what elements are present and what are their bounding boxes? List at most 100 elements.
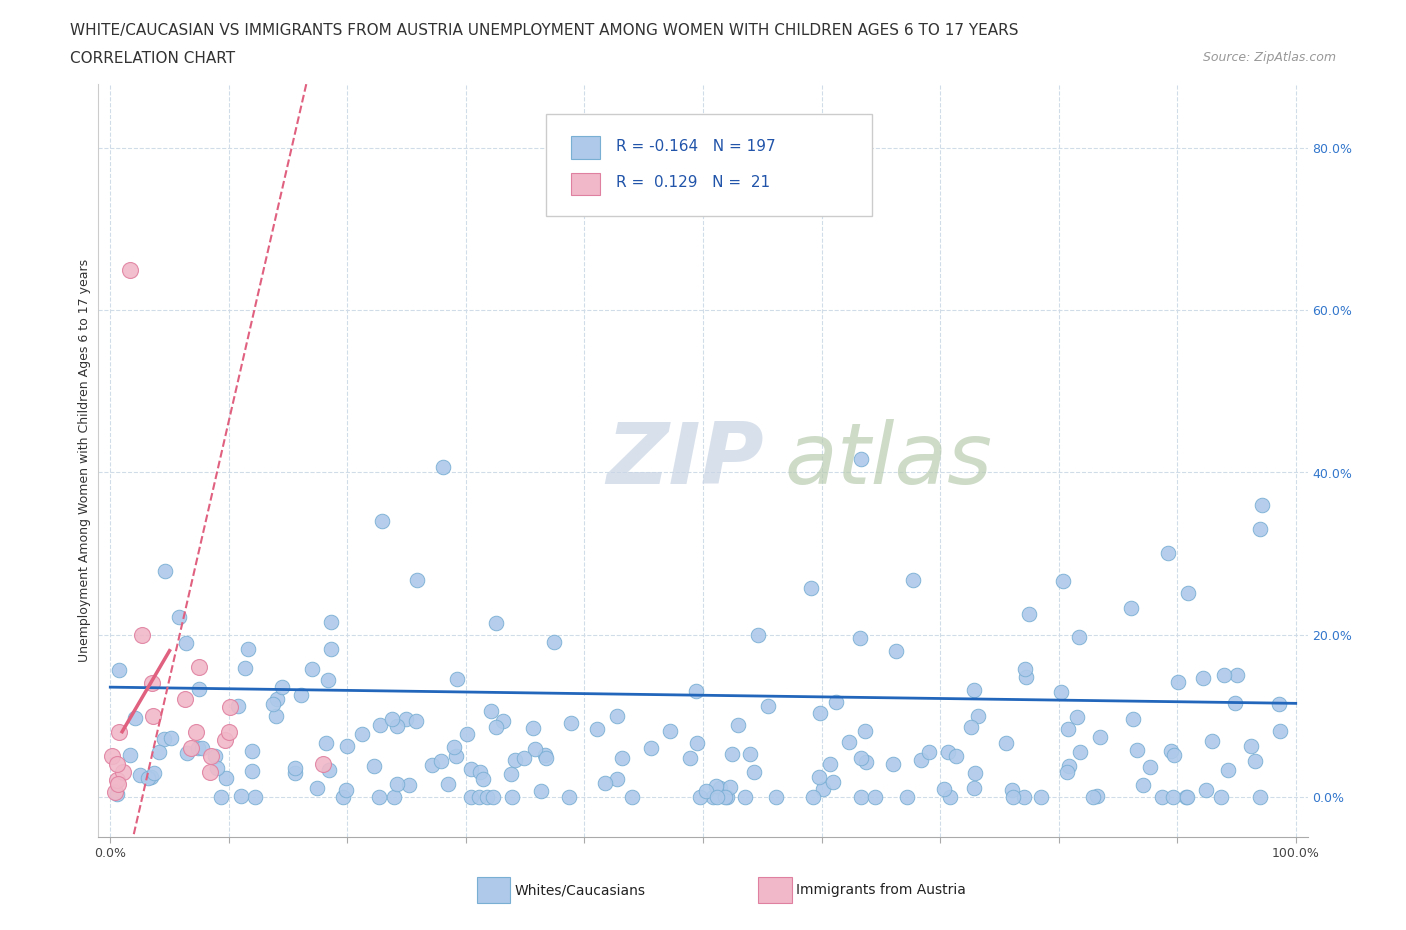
Point	[1081, 789, 1104, 804]
Point	[446, 671, 468, 686]
Point	[811, 781, 834, 796]
Point	[406, 573, 429, 588]
Point	[727, 717, 749, 732]
Point	[336, 739, 359, 754]
Point	[131, 627, 153, 642]
Point	[1160, 744, 1182, 759]
Point	[136, 771, 159, 786]
Point	[499, 767, 522, 782]
Point	[460, 762, 482, 777]
Point	[738, 747, 761, 762]
Point	[765, 789, 787, 804]
Text: atlas: atlas	[785, 418, 993, 502]
Point	[855, 755, 877, 770]
Point	[695, 784, 717, 799]
Point	[1057, 759, 1080, 774]
Point	[1014, 661, 1036, 676]
Point	[107, 663, 129, 678]
Point	[139, 769, 162, 784]
Point	[1161, 789, 1184, 804]
Point	[1175, 789, 1198, 804]
Point	[432, 459, 454, 474]
Point	[659, 724, 682, 738]
Point	[709, 781, 731, 796]
Point	[243, 789, 266, 804]
Point	[460, 789, 482, 804]
Point	[108, 724, 131, 739]
Text: Immigrants from Austria: Immigrants from Austria	[796, 883, 966, 897]
Point	[1251, 498, 1274, 512]
Point	[174, 692, 197, 707]
Point	[800, 580, 823, 595]
Point	[264, 708, 287, 723]
Point	[1029, 789, 1052, 804]
Point	[1216, 763, 1239, 777]
Point	[702, 789, 724, 804]
Point	[200, 749, 222, 764]
Point	[1226, 668, 1249, 683]
Point	[444, 749, 467, 764]
Point	[960, 720, 983, 735]
Point	[758, 698, 780, 713]
Point	[284, 761, 307, 776]
Point	[468, 789, 491, 804]
Point	[107, 757, 129, 772]
Point	[513, 751, 536, 765]
Point	[1201, 734, 1223, 749]
FancyBboxPatch shape	[571, 137, 600, 159]
Point	[1126, 742, 1149, 757]
Point	[301, 661, 323, 676]
FancyBboxPatch shape	[571, 173, 600, 195]
Point	[236, 642, 259, 657]
Point	[187, 740, 209, 755]
Point	[560, 716, 582, 731]
Point	[305, 780, 328, 795]
Point	[685, 684, 707, 698]
Point	[621, 789, 644, 804]
Point	[214, 732, 236, 747]
Text: R =  0.129   N =  21: R = 0.129 N = 21	[616, 175, 770, 190]
Point	[808, 706, 831, 721]
Point	[284, 765, 307, 780]
Point	[1195, 783, 1218, 798]
Point	[1085, 789, 1108, 804]
Point	[105, 787, 128, 802]
Point	[585, 722, 607, 737]
Point	[240, 764, 263, 778]
Point	[485, 719, 508, 734]
Point	[679, 751, 702, 765]
Point	[640, 740, 662, 755]
Point	[1167, 674, 1189, 689]
Point	[316, 672, 339, 687]
Point	[965, 765, 987, 780]
Point	[387, 718, 409, 733]
Point	[240, 743, 263, 758]
Point	[849, 451, 872, 466]
Point	[849, 631, 872, 645]
Point	[485, 616, 508, 631]
Point	[429, 753, 451, 768]
Point	[105, 773, 128, 788]
Point	[218, 724, 240, 739]
Point	[124, 711, 146, 725]
Point	[536, 751, 558, 765]
Point	[1119, 601, 1142, 616]
Point	[184, 724, 207, 739]
Point	[706, 789, 728, 804]
Point	[530, 783, 553, 798]
Point	[896, 789, 918, 804]
Point	[332, 789, 354, 804]
Y-axis label: Unemployment Among Women with Children Ages 6 to 17 years: Unemployment Among Women with Children A…	[79, 259, 91, 662]
Point	[1012, 789, 1035, 804]
Point	[1157, 546, 1180, 561]
Point	[962, 780, 984, 795]
Point	[1175, 789, 1198, 804]
Text: Whites/Caucasians: Whites/Caucasians	[515, 883, 645, 897]
Point	[188, 659, 211, 674]
Point	[141, 676, 163, 691]
Point	[315, 736, 337, 751]
Point	[190, 740, 212, 755]
Point	[910, 752, 932, 767]
Point	[381, 711, 404, 726]
Text: R = -0.164   N = 197: R = -0.164 N = 197	[616, 139, 776, 153]
